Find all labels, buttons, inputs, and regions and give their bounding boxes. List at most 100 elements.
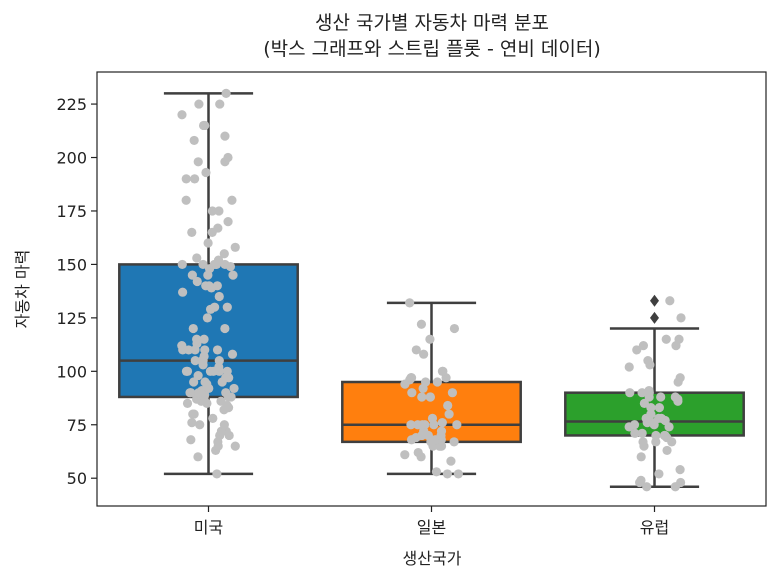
strip-point xyxy=(220,131,230,141)
strip-point xyxy=(427,413,438,423)
strip-point xyxy=(443,400,453,411)
axes-frame xyxy=(96,71,767,507)
strip-point xyxy=(639,398,649,408)
strip-point xyxy=(449,437,459,447)
strip-point xyxy=(189,377,199,387)
strip-point xyxy=(636,475,646,485)
strip-point xyxy=(425,392,435,402)
strip-point xyxy=(407,388,417,398)
strip-point xyxy=(638,437,648,447)
strip-point xyxy=(186,435,196,445)
strip-point xyxy=(646,409,656,419)
strip-point xyxy=(188,409,198,419)
strip-point xyxy=(406,373,416,383)
strip-point xyxy=(416,319,427,329)
strip-point xyxy=(651,437,661,447)
strip-point xyxy=(432,377,442,387)
plot-area: 50 75 100 125 150 175 200 225 미국 일본 유럽 xyxy=(56,88,745,537)
strip-point xyxy=(210,302,220,312)
strip-point xyxy=(229,383,239,394)
strip-point xyxy=(189,135,199,146)
strip-point xyxy=(184,345,194,355)
strip-point xyxy=(193,452,203,462)
strip-point xyxy=(670,392,680,402)
strip-point xyxy=(195,420,205,430)
strip-point xyxy=(193,157,203,167)
strip-point xyxy=(181,195,191,205)
strip-point xyxy=(214,206,224,216)
strip-point xyxy=(185,388,195,398)
strip-point xyxy=(452,420,462,430)
strip-point xyxy=(420,377,431,387)
strip-point xyxy=(227,195,237,205)
strip-point xyxy=(431,467,442,477)
strip-point xyxy=(436,426,447,436)
box-2 xyxy=(341,380,522,444)
strip-point xyxy=(177,259,187,270)
strip-point xyxy=(629,420,640,430)
strip-point xyxy=(192,334,202,344)
strip-point xyxy=(182,398,193,408)
strip-point xyxy=(181,174,191,184)
strip-point xyxy=(198,259,208,270)
strip-point xyxy=(212,281,222,291)
strip-point xyxy=(625,388,635,398)
strip-point xyxy=(643,356,653,366)
strip-point xyxy=(212,469,222,479)
strip-point xyxy=(200,345,210,355)
strip-point xyxy=(400,450,410,460)
strip-point xyxy=(676,313,686,323)
strip-point xyxy=(661,334,671,344)
strip-point xyxy=(194,99,204,109)
strip-point xyxy=(213,255,224,265)
strip-point xyxy=(656,392,666,402)
strip-point xyxy=(405,298,415,308)
strip-point xyxy=(214,291,224,302)
strip-point xyxy=(417,420,427,430)
outlier-point xyxy=(650,294,659,307)
strip-point xyxy=(181,366,192,376)
strip-point xyxy=(411,345,421,355)
strip-point xyxy=(437,366,448,376)
strip-point xyxy=(637,428,647,438)
strip-point xyxy=(413,447,423,458)
strip-point xyxy=(207,206,218,216)
strip-point xyxy=(638,341,649,351)
strip-point xyxy=(192,276,202,287)
strip-point xyxy=(230,242,240,252)
strip-point xyxy=(203,238,213,248)
strip-point xyxy=(178,287,188,297)
chart-title-line-2: (박스 그래프와 스트립 플롯 - 연비 데이터) xyxy=(263,38,601,60)
strip-point xyxy=(447,388,458,398)
y-tick-label: 225 xyxy=(56,95,87,114)
strip-point xyxy=(199,334,209,344)
strip-point xyxy=(453,469,463,479)
y-tick-label: 125 xyxy=(56,309,87,328)
x-tick-label: 일본 xyxy=(417,518,446,537)
strip-point xyxy=(202,313,212,323)
strip-point xyxy=(219,420,229,430)
strip-point xyxy=(674,334,684,344)
strip-point xyxy=(446,456,456,466)
strip-point xyxy=(437,418,447,428)
strip-point xyxy=(665,296,675,306)
y-tick-label: 150 xyxy=(56,255,87,274)
strip-point xyxy=(654,469,664,479)
strip-point xyxy=(192,253,202,263)
strip-point xyxy=(659,430,670,441)
strip-point xyxy=(188,323,198,334)
strip-point xyxy=(222,302,232,312)
strip-point xyxy=(624,362,634,372)
strip-point xyxy=(417,392,427,402)
strip-point xyxy=(187,270,197,280)
strip-point xyxy=(675,465,685,475)
strip-point xyxy=(220,323,230,334)
strip-point xyxy=(201,167,211,178)
strip-point xyxy=(228,270,238,280)
y-tick-label: 50 xyxy=(67,469,87,488)
y-tick-label: 100 xyxy=(56,362,87,381)
strip-point xyxy=(636,452,646,462)
strip-point xyxy=(675,373,685,383)
strip-point xyxy=(223,217,233,227)
